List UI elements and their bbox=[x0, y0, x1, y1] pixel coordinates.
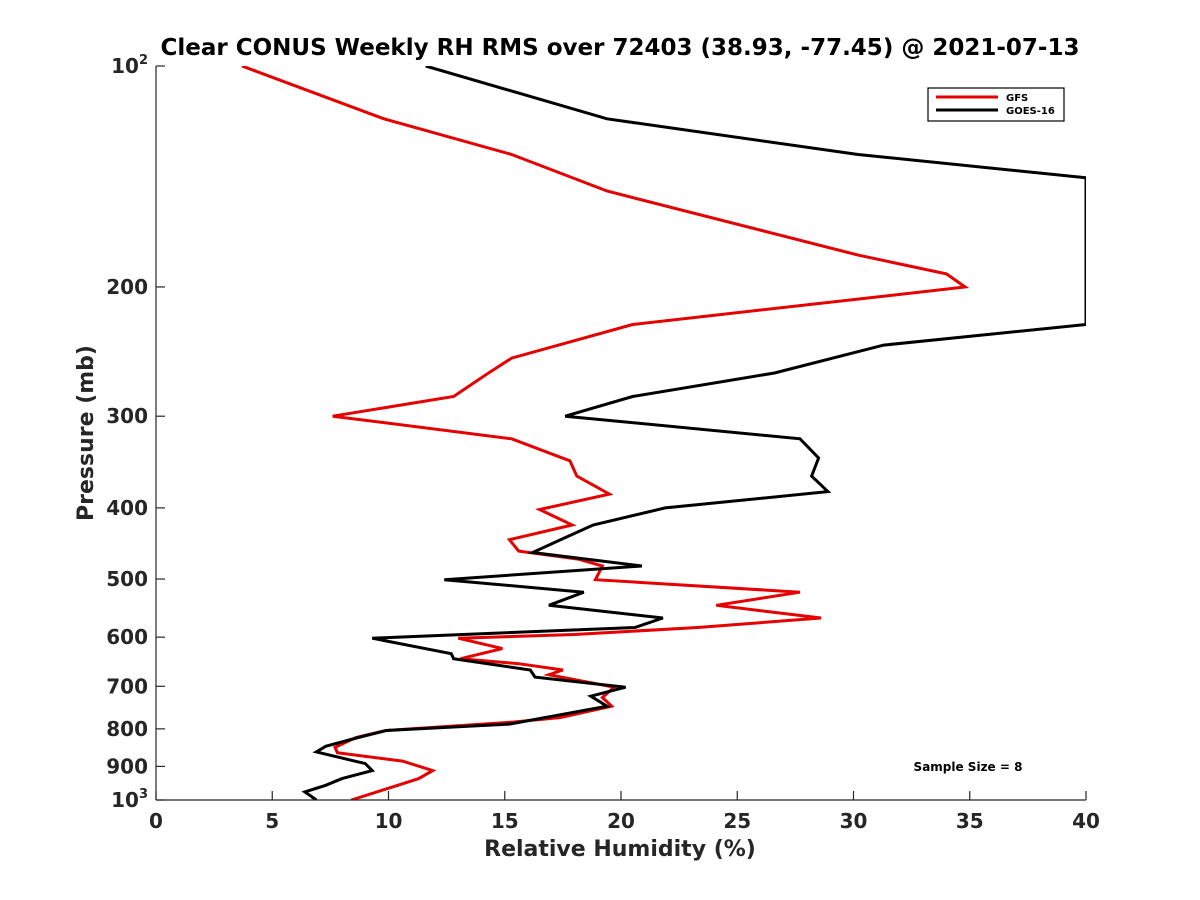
y-tick-label: 300 bbox=[106, 404, 148, 428]
x-tick-label: 30 bbox=[840, 809, 868, 833]
y-tick-label: 200 bbox=[106, 275, 148, 299]
y-tick-label: 900 bbox=[106, 754, 148, 778]
series-line-goes-16 bbox=[301, 66, 1086, 800]
x-axis-label: Relative Humidity (%) bbox=[484, 837, 756, 862]
x-tick-label: 20 bbox=[607, 809, 635, 833]
x-tick-label: 25 bbox=[723, 809, 751, 833]
legend: GFS GOES-16 bbox=[927, 87, 1065, 122]
x-tick-label: 0 bbox=[149, 809, 163, 833]
x-tick-label: 40 bbox=[1072, 809, 1100, 833]
x-tick-label: 15 bbox=[491, 809, 519, 833]
y-tick-label: 102 bbox=[111, 53, 148, 78]
x-tick-label: 10 bbox=[375, 809, 403, 833]
y-tick-label: 800 bbox=[106, 717, 148, 741]
y-tick-label: 700 bbox=[106, 674, 148, 698]
chart-title: Clear CONUS Weekly RH RMS over 72403 (38… bbox=[161, 35, 1080, 61]
series-line-gfs bbox=[241, 66, 970, 800]
plot-area bbox=[241, 66, 1086, 800]
y-axis-label: Pressure (mb) bbox=[74, 345, 99, 521]
y-tick-label: 103 bbox=[111, 787, 148, 812]
axes: 0 5 10 15 20 25 30 35 40 102 200 300 400 500 600 700 800… bbox=[106, 53, 1100, 833]
y-tick-label: 600 bbox=[106, 625, 148, 649]
y-tick-label: 400 bbox=[106, 496, 148, 520]
x-tick-label: 35 bbox=[956, 809, 984, 833]
legend-box bbox=[927, 87, 1065, 122]
sample-size-annotation: Sample Size = 8 bbox=[914, 760, 1023, 774]
legend-label-goes-16: GOES-16 bbox=[1006, 106, 1055, 117]
y-tick-label: 500 bbox=[106, 567, 148, 591]
x-tick-label: 5 bbox=[265, 809, 279, 833]
legend-label-gfs: GFS bbox=[1006, 93, 1028, 104]
